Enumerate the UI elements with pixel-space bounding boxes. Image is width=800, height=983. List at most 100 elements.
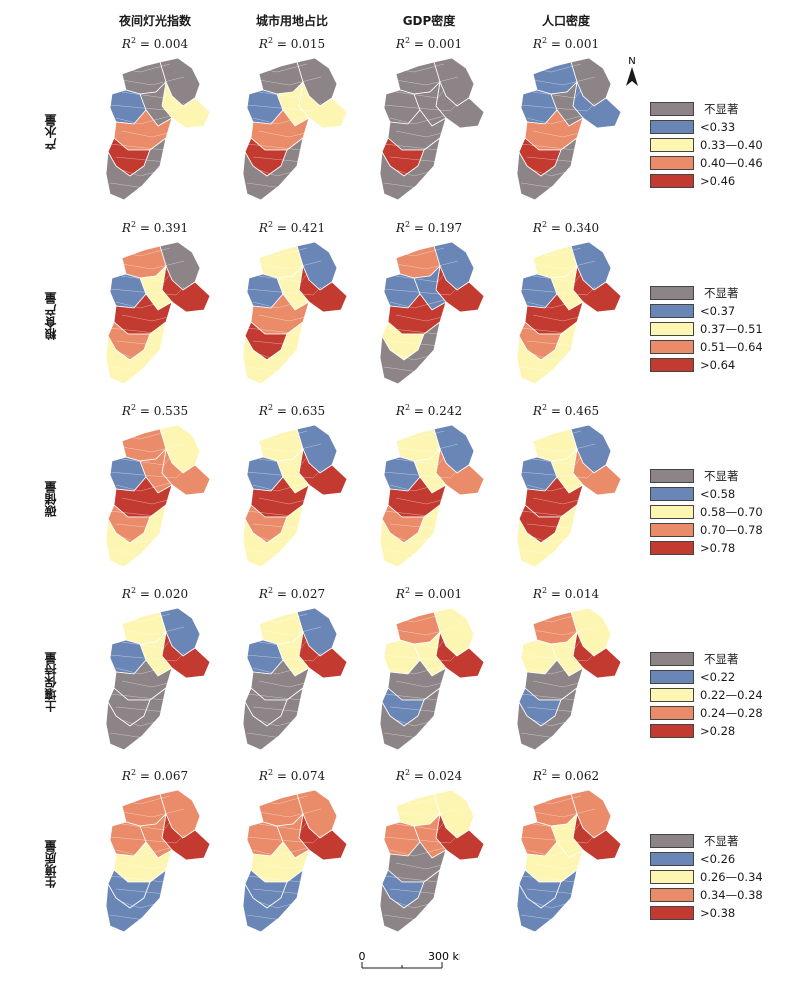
county-boundary [109,247,171,257]
county-boundary [383,325,445,335]
legend-item: 不显著 [650,467,790,485]
map-night-light [105,424,211,568]
county-boundary [532,495,596,505]
county-boundary [258,312,322,322]
county-boundary [121,312,185,322]
legend-label: <0.37 [700,304,736,318]
county-boundary [532,717,582,727]
r-squared-label: R2 = 0.340 [532,220,600,235]
county-boundary [252,260,322,270]
county-boundary [520,652,596,662]
legend-label: 0.24—0.28 [700,706,763,720]
county-boundary [246,834,322,844]
legend-swatch-not-significant [650,469,694,483]
county-boundary [383,795,445,805]
county-boundary [115,260,185,270]
r-squared-label: R2 = 0.001 [532,36,600,51]
legend-item: 0.51—0.64 [650,338,790,356]
county-boundary [389,886,459,896]
legend-label: <0.26 [700,852,736,866]
county-boundary [383,180,459,190]
county-boundary [383,873,445,883]
legend-swatch-very-high [650,541,694,555]
county-boundary [383,63,445,73]
county-boundary [389,338,459,348]
legend-swatch-not-significant [650,102,694,116]
county-boundary [532,639,582,649]
county-boundary [258,273,308,283]
county-boundary [532,456,582,466]
county-boundary [383,834,459,844]
county-boundary [520,286,596,296]
legend-swatch-high [650,888,694,902]
county-boundary [526,482,582,492]
county-boundary [395,312,459,322]
county-boundary [395,899,445,909]
county-boundary [252,338,322,348]
county-boundary [246,547,322,557]
county-boundary [395,89,445,99]
legend-item: 0.58—0.70 [650,503,790,521]
county-boundary [395,534,445,544]
row-label: 粮食产量 [44,292,58,340]
county-boundary [258,128,322,138]
r-squared-label: R2 = 0.535 [121,403,189,418]
county-boundary [115,665,171,675]
county-boundary [395,273,445,283]
legend-item: 0.40—0.46 [650,154,790,172]
map-population-density [516,607,622,751]
county-boundary [109,63,171,73]
r-squared-label: R2 = 0.001 [395,36,463,51]
row-label: 生境质量 [44,840,58,888]
county-boundary [252,115,308,125]
county-boundary [395,860,459,870]
county-boundary [109,508,171,518]
county-boundary [383,286,459,296]
scale-distance-label: 300 km [428,950,460,963]
legend-item: 0.26—0.34 [650,868,790,886]
map-urban-land [242,789,348,933]
county-boundary [526,521,596,531]
legend-label: 0.33—0.40 [700,138,763,152]
county-boundary [532,312,596,322]
county-boundary [252,154,322,164]
county-boundary [383,247,445,257]
county-boundary [109,180,185,190]
map-gdp-density [379,607,485,751]
county-boundary [383,469,459,479]
county-boundary [115,847,171,857]
legend-label: 0.51—0.64 [700,340,763,354]
county-boundary [526,76,596,86]
column-header-population-density: 人口密度 [541,14,590,28]
county-boundary [246,364,322,374]
county-boundary [121,860,185,870]
county-boundary [115,443,185,453]
county-boundary [109,834,185,844]
legend-item: <0.26 [650,850,790,868]
legend-swatch-not-significant [650,652,694,666]
scale-zero-label: 0 [359,950,366,963]
county-boundary [389,260,459,270]
county-boundary [389,299,445,309]
county-boundary [258,89,308,99]
county-boundary [395,351,445,361]
row-label: 产水量 [44,114,58,150]
county-boundary [246,430,308,440]
county-boundary [520,873,582,883]
legend-swatch-mid [650,138,694,152]
county-boundary [383,652,459,662]
county-boundary [526,443,596,453]
county-boundary [246,247,308,257]
county-boundary [389,482,445,492]
legend-item: >0.78 [650,539,790,557]
legend-label: >0.28 [700,724,736,738]
county-boundary [520,469,596,479]
county-boundary [246,286,322,296]
county-boundary [383,547,459,557]
county-boundary [252,482,308,492]
county-boundary [121,128,185,138]
county-boundary [121,456,171,466]
county-boundary [115,886,185,896]
county-boundary [115,521,185,531]
county-boundary [246,508,308,518]
